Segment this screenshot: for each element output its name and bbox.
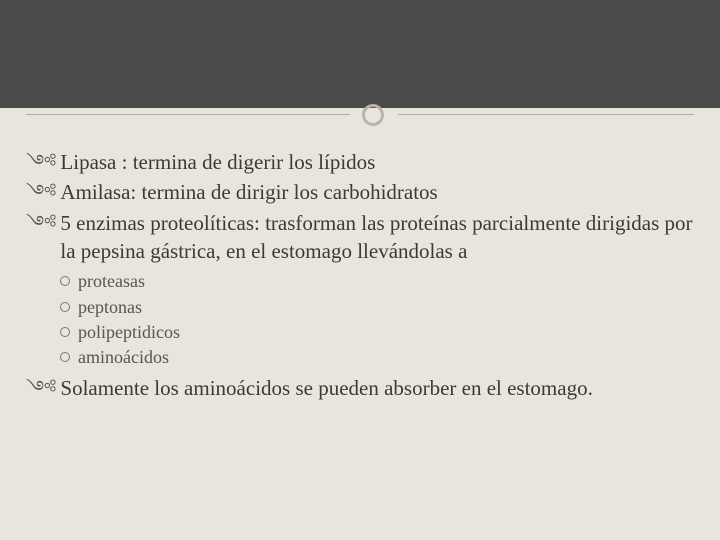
divider-line-right — [398, 114, 694, 115]
list-item: ༺ Lipasa : termina de digerir los lípido… — [26, 148, 694, 176]
divider-circle-icon — [362, 104, 384, 126]
divider — [0, 100, 720, 130]
list-item-text: Lipasa : termina de digerir los lípidos — [60, 148, 694, 176]
sub-list-item-text: proteasas — [78, 269, 145, 294]
hollow-circle-icon — [60, 352, 70, 362]
hollow-circle-icon — [60, 276, 70, 286]
divider-line-left — [26, 114, 350, 115]
sub-list-item-text: polipeptidicos — [78, 320, 180, 345]
sub-list: proteasas peptonas polipeptidicos aminoá… — [60, 269, 694, 370]
header-band — [0, 0, 720, 108]
bullet-icon: ༺ — [26, 150, 56, 176]
list-item-text: 5 enzimas proteolíticas: trasforman las … — [60, 209, 694, 266]
bullet-icon: ༺ — [26, 376, 56, 402]
hollow-circle-icon — [60, 302, 70, 312]
sub-list-item: aminoácidos — [60, 345, 694, 370]
content-area: ༺ Lipasa : termina de digerir los lípido… — [0, 108, 720, 402]
list-item-text: Solamente los aminoácidos se pueden abso… — [60, 374, 694, 402]
hollow-circle-icon — [60, 327, 70, 337]
sub-list-item-text: aminoácidos — [78, 345, 169, 370]
sub-list-item: polipeptidicos — [60, 320, 694, 345]
bullet-icon: ༺ — [26, 180, 56, 206]
list-item: ༺ Amilasa: termina de dirigir los carboh… — [26, 178, 694, 206]
list-item: ༺ Solamente los aminoácidos se pueden ab… — [26, 374, 694, 402]
list-item-text: Amilasa: termina de dirigir los carbohid… — [60, 178, 694, 206]
sub-list-item: proteasas — [60, 269, 694, 294]
list-item: ༺ 5 enzimas proteolíticas: trasforman la… — [26, 209, 694, 266]
sub-list-item: peptonas — [60, 295, 694, 320]
bullet-icon: ༺ — [26, 211, 56, 237]
sub-list-item-text: peptonas — [78, 295, 142, 320]
